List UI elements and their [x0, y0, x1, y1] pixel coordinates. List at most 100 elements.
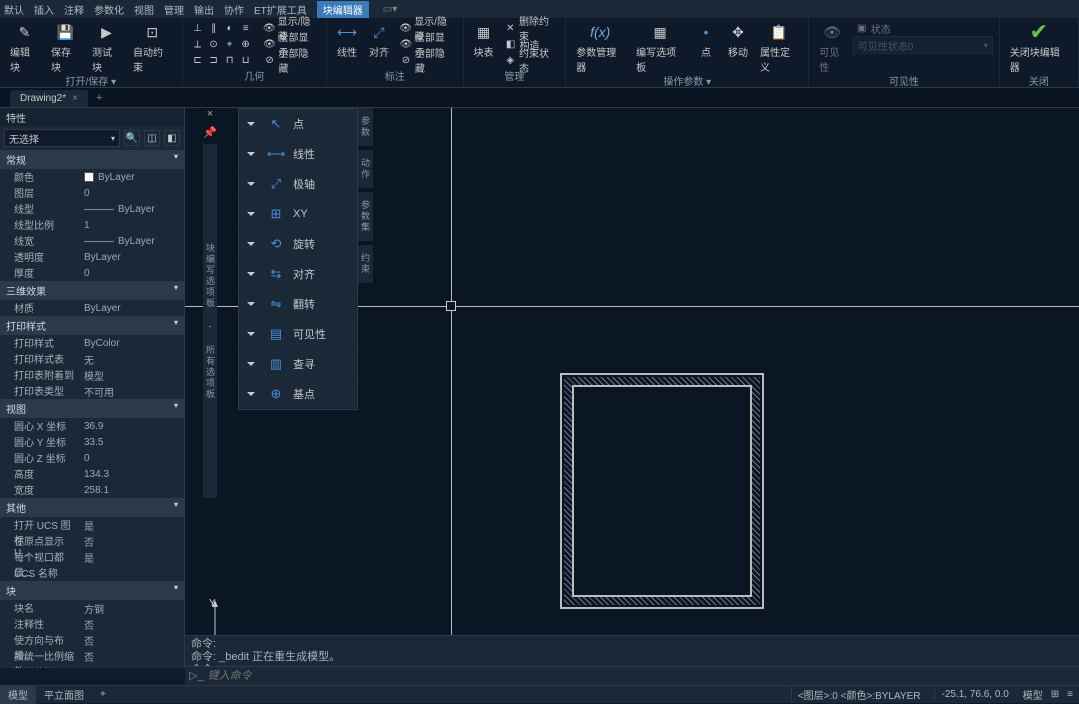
- edit-block-button[interactable]: ✎编辑块: [6, 20, 43, 76]
- palette-item[interactable]: ▤可见性: [239, 319, 357, 349]
- align-button[interactable]: ⤢对齐: [365, 20, 393, 61]
- props-section-header[interactable]: 打印样式▾: [0, 316, 184, 335]
- group-action-param[interactable]: 操作参数 ▾: [572, 76, 802, 90]
- props-row[interactable]: 线型比例1: [0, 217, 184, 233]
- props-row[interactable]: 材质ByLayer: [0, 300, 184, 316]
- close-block-editor-button[interactable]: ✔关闭块编辑器: [1006, 20, 1072, 76]
- selection-combo[interactable]: 无选择▾: [4, 129, 120, 147]
- point-param-button[interactable]: •点: [692, 20, 720, 61]
- props-row[interactable]: 打印表附着到模型: [0, 367, 184, 383]
- props-row[interactable]: 每个视口都显...是: [0, 549, 184, 565]
- model-space-button[interactable]: 模型: [1023, 687, 1043, 702]
- block-table-button[interactable]: ▦块表: [470, 20, 498, 61]
- visibility-button[interactable]: 👁可见性: [815, 20, 848, 76]
- props-row[interactable]: 线宽ByLayer: [0, 233, 184, 249]
- palette-item[interactable]: ↖点: [239, 109, 357, 139]
- layer-status[interactable]: <图层>:0 <颜色>:BYLAYER: [791, 687, 927, 702]
- props-row[interactable]: 线型ByLayer: [0, 201, 184, 217]
- layout-tab-button[interactable]: 平立面图: [36, 685, 92, 704]
- props-row[interactable]: 颜色ByLayer: [0, 169, 184, 185]
- menu-annotate[interactable]: 注释: [64, 2, 84, 17]
- save-block-button[interactable]: 💾保存块: [47, 20, 84, 76]
- pin-palette-icon[interactable]: 📌: [203, 126, 217, 140]
- menu-view[interactable]: 视图: [134, 2, 154, 17]
- props-row[interactable]: 使方向与布局...否: [0, 632, 184, 648]
- quick-select-icon[interactable]: 🔍: [124, 130, 140, 146]
- model-tab-button[interactable]: 模型: [0, 685, 36, 704]
- add-layout-button[interactable]: +: [92, 687, 114, 702]
- palette-tab[interactable]: 参数: [358, 108, 373, 146]
- props-row[interactable]: 打开 UCS 图标是: [0, 517, 184, 533]
- del-constr-button[interactable]: ✕删除约束: [502, 20, 560, 36]
- props-row[interactable]: UCS 名称: [0, 565, 184, 581]
- geom-icon-2[interactable]: ⟂⊙⌖⊕: [189, 36, 257, 52]
- menu-icon[interactable]: ≡: [1067, 689, 1073, 700]
- vis-state-button[interactable]: ▣状态: [853, 20, 993, 36]
- props-row[interactable]: 圆心 Z 坐标0: [0, 450, 184, 466]
- close-palette-icon[interactable]: ×: [203, 108, 217, 122]
- props-row[interactable]: 打印样式ByColor: [0, 335, 184, 351]
- toggle-pickadd-icon[interactable]: ◧: [164, 130, 180, 146]
- props-row[interactable]: 在原点显示 U...否: [0, 533, 184, 549]
- props-row[interactable]: 高度134.3: [0, 466, 184, 482]
- select-objects-icon[interactable]: ◫: [144, 130, 160, 146]
- props-section-header[interactable]: 其他▾: [0, 498, 184, 517]
- menu-default[interactable]: 默认: [4, 2, 24, 17]
- test-block-button[interactable]: ▶测试块: [88, 20, 125, 76]
- new-doc-icon[interactable]: ▭▾: [383, 4, 397, 15]
- properties-title-bar[interactable]: 特性: [0, 108, 184, 126]
- props-row[interactable]: 块名方钢: [0, 600, 184, 616]
- props-row[interactable]: 允许分解是: [0, 664, 184, 668]
- block-geometry[interactable]: [560, 373, 764, 609]
- move-action-button[interactable]: ✥移动: [724, 20, 752, 61]
- menu-insert[interactable]: 插入: [34, 2, 54, 17]
- dim-hide-all[interactable]: ⊘全部隐藏: [397, 52, 457, 68]
- document-tab[interactable]: Drawing2* ×: [10, 90, 88, 107]
- geom-icon-1[interactable]: ⊥∥◐≡: [189, 20, 257, 36]
- props-row[interactable]: 按统一比例缩放否: [0, 648, 184, 664]
- attr-def-button[interactable]: 📋属性定义: [756, 20, 802, 76]
- palette-title-bar[interactable]: 块编写选项板 - 所有选项板: [203, 144, 217, 498]
- palette-item[interactable]: ⟷线性: [239, 139, 357, 169]
- authoring-palette-button[interactable]: ▦编写选项板: [632, 20, 688, 76]
- geom-icon-3[interactable]: ⊏⊐⊓⊔: [189, 52, 257, 68]
- auto-constrain-button[interactable]: ⊡自动约束: [129, 20, 176, 76]
- palette-tab[interactable]: 动作: [358, 150, 373, 188]
- props-row[interactable]: 圆心 X 坐标36.9: [0, 418, 184, 434]
- menu-parametric[interactable]: 参数化: [94, 2, 124, 17]
- palette-item[interactable]: ⇋翻转: [239, 289, 357, 319]
- props-row[interactable]: 打印表类型不可用: [0, 383, 184, 399]
- palette-tab[interactable]: 参数集: [358, 192, 373, 241]
- palette-item[interactable]: ▥查寻: [239, 349, 357, 379]
- props-section-header[interactable]: 块▾: [0, 581, 184, 600]
- close-icon[interactable]: ×: [72, 93, 78, 104]
- menu-block-editor[interactable]: 块编辑器: [317, 1, 369, 18]
- palette-item[interactable]: ⟲旋转: [239, 229, 357, 259]
- props-row[interactable]: 厚度0: [0, 265, 184, 281]
- palette-item[interactable]: ⊞XY: [239, 199, 357, 229]
- command-input[interactable]: [208, 670, 1079, 682]
- group-open-save[interactable]: 打开/保存 ▾: [6, 76, 176, 90]
- props-section-header[interactable]: 视图▾: [0, 399, 184, 418]
- props-section-header[interactable]: 三维效果▾: [0, 281, 184, 300]
- props-section-header[interactable]: 常规▾: [0, 150, 184, 169]
- hide-all-button[interactable]: ⊘全部隐藏: [261, 52, 320, 68]
- palette-item[interactable]: ⊕基点: [239, 379, 357, 409]
- menu-manage[interactable]: 管理: [164, 2, 184, 17]
- props-row[interactable]: 宽度258.1: [0, 482, 184, 498]
- constr-status-button[interactable]: ◈约束状态: [502, 52, 560, 68]
- palette-tab[interactable]: 约束: [358, 245, 373, 283]
- props-row[interactable]: 注释性否: [0, 616, 184, 632]
- visibility-state-combo[interactable]: 可见性状态0▾: [853, 36, 993, 54]
- menu-collab[interactable]: 协作: [224, 2, 244, 17]
- props-row[interactable]: 圆心 Y 坐标33.5: [0, 434, 184, 450]
- palette-item[interactable]: ⤢极轴: [239, 169, 357, 199]
- linear-button[interactable]: ⟷线性: [333, 20, 361, 61]
- props-row[interactable]: 透明度ByLayer: [0, 249, 184, 265]
- props-row[interactable]: 图层0: [0, 185, 184, 201]
- grid-icon[interactable]: ⊞: [1051, 689, 1059, 700]
- param-mgr-button[interactable]: f(x)参数管理器: [572, 20, 628, 76]
- palette-item[interactable]: ⇆对齐: [239, 259, 357, 289]
- add-tab-button[interactable]: +: [88, 89, 110, 107]
- props-row[interactable]: 打印样式表无: [0, 351, 184, 367]
